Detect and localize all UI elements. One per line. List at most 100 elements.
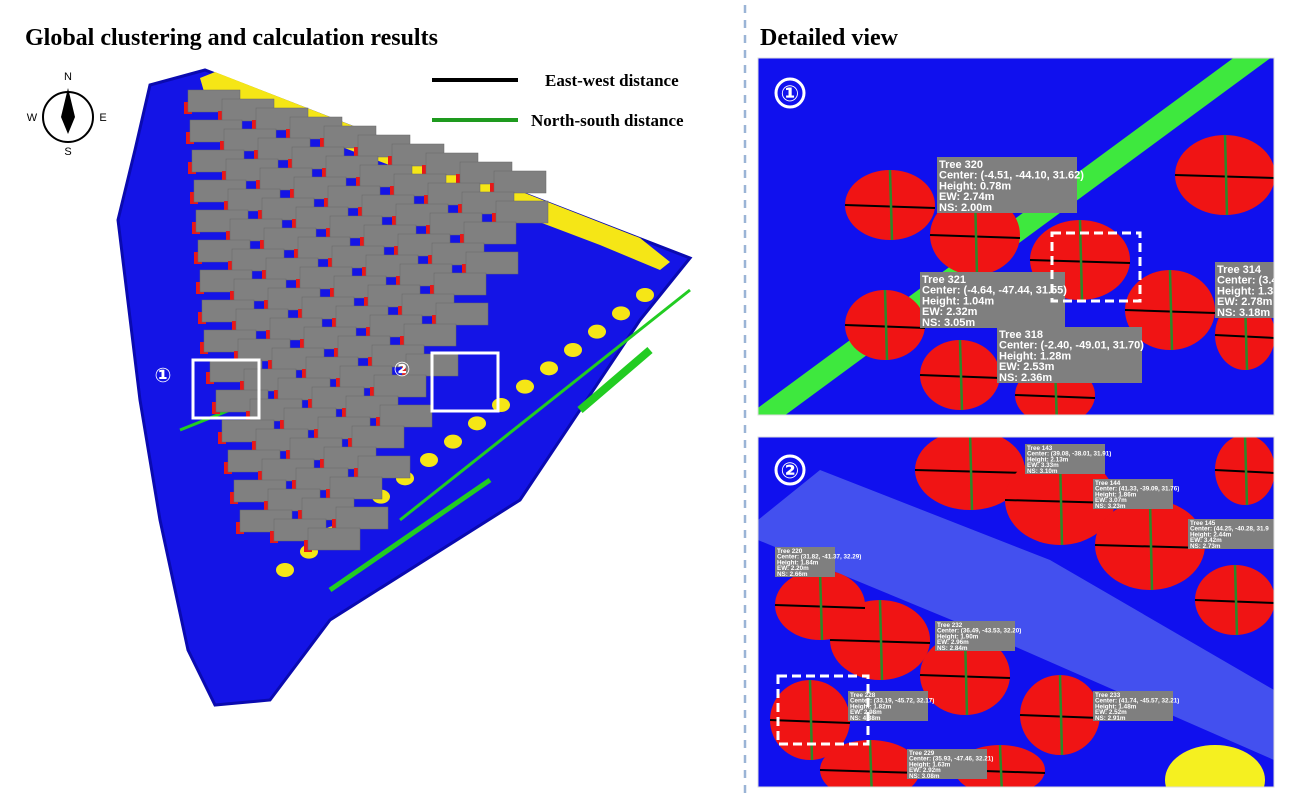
badge-ring xyxy=(774,454,806,486)
tree-label-line: NS: 4.38m xyxy=(850,715,881,722)
tree-label-line: EW: 2.32m xyxy=(922,306,978,318)
tree-box xyxy=(351,425,405,449)
tree-label-box xyxy=(907,749,987,779)
tree-label-line: NS: 2.66m xyxy=(777,571,808,578)
tree-label-line: NS: 2.36m xyxy=(999,372,1052,384)
tree-label-line: Height: 1.86m xyxy=(1095,491,1137,498)
tree-label-line: Tree 145 xyxy=(1190,520,1216,527)
tree-label-line: Tree 144 xyxy=(1095,480,1121,487)
tree-box xyxy=(435,302,489,326)
tree-label-line: Tree 321 xyxy=(922,274,966,286)
tree-label-line: NS: 3.23m xyxy=(1095,503,1126,510)
ns-line xyxy=(818,569,824,641)
left-title: Global clustering and calculation result… xyxy=(25,25,438,51)
tree-label-line: Height: 2.44m xyxy=(1190,531,1232,538)
tree-label-line: Tree 220 xyxy=(777,548,803,555)
compass: N E S W xyxy=(27,71,107,158)
tree-label-line: Center: (-4.64, -47.44, 31.55) xyxy=(922,285,1067,297)
tree-label-line: Center: (41.33, -39.09, 31.76) xyxy=(1095,486,1179,493)
tree-label-line: Center: (36.49, -43.53, 32.20) xyxy=(937,628,1021,635)
edge-blob xyxy=(612,306,630,321)
green-line xyxy=(577,346,653,414)
compass-e: E xyxy=(99,112,106,124)
tree-label-line: Height: 1.82m xyxy=(850,703,892,710)
badge-label: ① xyxy=(781,82,800,107)
tree-label-box xyxy=(848,691,928,721)
legend-label: North-south distance xyxy=(531,111,684,130)
tree-box xyxy=(433,272,487,296)
tree-label-line: Center: (33.19, -45.72, 32.17) xyxy=(850,698,934,705)
tree-label-line: Height: 1.48m xyxy=(1095,703,1137,710)
edge-blob xyxy=(420,453,438,467)
tree-label-line: NS: 3.10m xyxy=(1027,468,1058,475)
edge-blob xyxy=(540,361,558,376)
tree-label-line: Height: 1.90m xyxy=(937,633,979,640)
ns-line xyxy=(968,437,974,511)
ns-line xyxy=(1243,437,1249,506)
tree-label-line: Center: (-2.40, -49.01, 31.70) xyxy=(999,340,1144,352)
tree-label-box xyxy=(935,621,1015,651)
tree-box xyxy=(379,404,433,428)
tree-label-box xyxy=(775,547,835,577)
tree-label-box xyxy=(1025,444,1105,474)
tree-label-line: Tree 143 xyxy=(1027,445,1053,452)
tree-box xyxy=(493,170,547,194)
tree-label-line: Tree 232 xyxy=(937,622,963,629)
tree-label-line: NS: 2.00m xyxy=(939,202,992,214)
ns-line xyxy=(1223,134,1229,216)
ns-line xyxy=(878,599,884,681)
edge-blob xyxy=(276,563,294,577)
tree-label-line: EW: 2.52m xyxy=(1095,709,1127,716)
tree-label-line: Tree 233 xyxy=(1095,692,1121,699)
compass-s: S xyxy=(64,146,71,158)
tree-label-line: Height: 2.13m xyxy=(1027,456,1069,463)
tree-label-line: EW: 3.42m xyxy=(1190,537,1222,544)
tree-label-box xyxy=(920,272,1065,328)
tree-label-box xyxy=(1093,691,1173,721)
tree-label-line: EW: 3.33m xyxy=(1027,462,1059,469)
badge-label: ② xyxy=(781,459,800,484)
tree-label-box xyxy=(937,157,1077,213)
tree-label-line: EW: 2.20m xyxy=(777,565,809,572)
tree-box xyxy=(495,200,549,224)
tree-box xyxy=(307,527,361,551)
tree-label-line: Height: 1.28m xyxy=(999,350,1071,362)
tree-label-line: Height: 0.78m xyxy=(939,180,1011,192)
tree-box xyxy=(373,374,427,398)
tree-label-line: EW: 2.98m xyxy=(850,709,882,716)
compass-w: W xyxy=(27,112,38,124)
tree-label-line: Height: 1.04m xyxy=(922,295,994,307)
edge-blob xyxy=(516,379,534,394)
tree-label-line: NS: 3.18m xyxy=(1217,307,1270,319)
tree-box xyxy=(465,251,519,275)
dashed-highlight xyxy=(776,674,870,746)
green-line xyxy=(328,477,492,593)
tree-label-line: NS: 2.84m xyxy=(937,645,968,652)
tree-label-line: Height: 1.84m xyxy=(777,559,819,566)
tree-label-line: Center: (-4.51, -44.10, 31.62) xyxy=(939,170,1084,182)
tree-label-line: Height: 1.34 xyxy=(1217,285,1280,297)
callout-label: ① xyxy=(155,363,172,387)
dashed-highlight xyxy=(1050,231,1142,303)
tree-label-line: Center: (3.4 xyxy=(1217,275,1278,287)
legend: East-west distance North-south distance xyxy=(432,71,684,130)
tree-label-line: Tree 318 xyxy=(999,329,1043,341)
tree-label-line: NS: 2.73m xyxy=(1190,543,1221,550)
ns-line xyxy=(808,679,814,761)
edge-blob xyxy=(588,324,606,339)
tree-label-line: Center: (31.82, -41.37, 32.29) xyxy=(777,554,861,561)
view-border xyxy=(757,436,1275,788)
tree-label-line: EW: 2.78m xyxy=(1217,296,1273,308)
ns-line xyxy=(1168,269,1174,351)
tree-label-line: NS: 3.05m xyxy=(922,317,975,329)
tree-label-line: Tree 320 xyxy=(939,159,983,171)
edge-blob xyxy=(636,288,654,302)
tree-label-line: Center: (41.74, -45.57, 32.21) xyxy=(1095,698,1179,705)
tree-label-line: Tree 229 xyxy=(909,750,935,757)
tree-label-line: Height: 1.63m xyxy=(909,761,951,768)
callout-box xyxy=(430,351,500,413)
